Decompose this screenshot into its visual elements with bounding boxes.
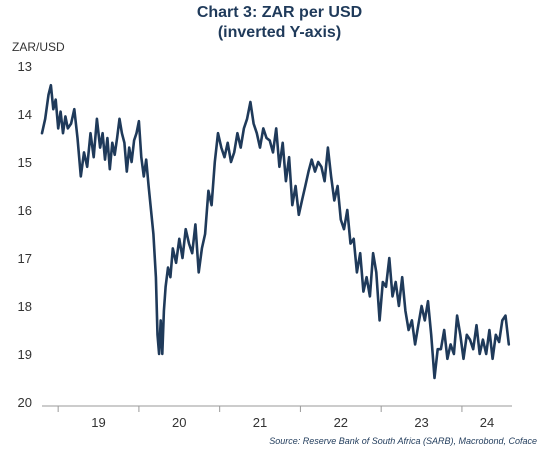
y-tick-label-19: 19 bbox=[18, 347, 32, 362]
x-tick-label-22: 22 bbox=[334, 415, 348, 430]
y-tick-label-20: 20 bbox=[18, 395, 32, 410]
y-axis-label: ZAR/USD bbox=[12, 40, 65, 54]
chart-title: Chart 3: ZAR per USD bbox=[196, 4, 363, 21]
x-axis: 19 20 21 22 23 24 bbox=[57, 406, 494, 430]
y-tick-label-14: 14 bbox=[18, 107, 32, 122]
y-tick-label-17: 17 bbox=[18, 251, 32, 266]
y-tick-label-18: 18 bbox=[18, 299, 32, 314]
source-note: Source: Reserve Bank of South Africa (SA… bbox=[269, 436, 537, 446]
x-tick-label-23: 23 bbox=[414, 415, 428, 430]
y-axis: 13 14 15 16 17 18 19 20 bbox=[18, 59, 32, 410]
chart-title-block: Chart 3: ZAR per USD (inverted Y-axis) bbox=[0, 3, 559, 43]
chart-subtitle: (inverted Y-axis) bbox=[217, 24, 342, 41]
x-tick-label-19: 19 bbox=[91, 415, 105, 430]
x-tick-label-20: 20 bbox=[172, 415, 186, 430]
y-tick-label-13: 13 bbox=[18, 59, 32, 74]
series-line-zar-usd bbox=[40, 83, 511, 380]
x-tick-label-24: 24 bbox=[480, 415, 494, 430]
x-tick-label-21: 21 bbox=[253, 415, 267, 430]
y-tick-label-15: 15 bbox=[18, 155, 32, 170]
y-tick-label-16: 16 bbox=[18, 203, 32, 218]
